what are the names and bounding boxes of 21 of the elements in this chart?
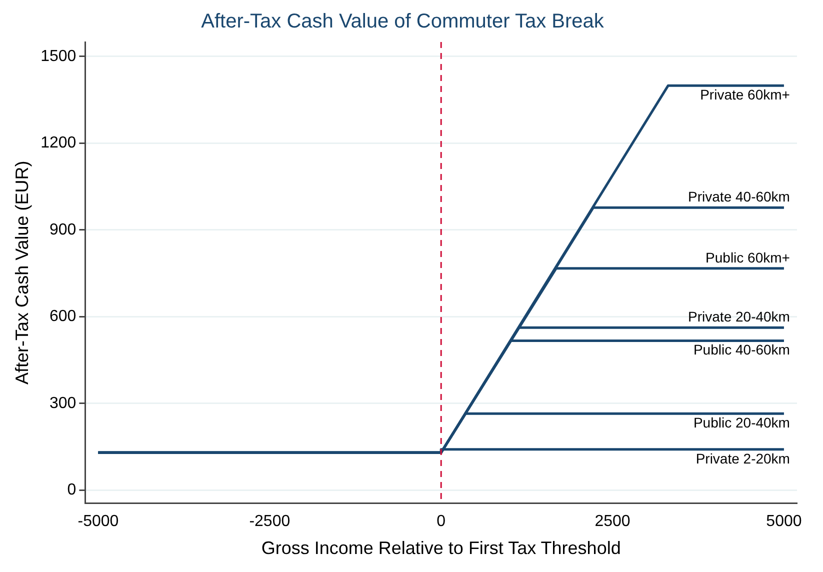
x-tick-label: 0 [436, 513, 446, 530]
series-label: Private 2-20km [696, 450, 790, 466]
x-axis-title: Gross Income Relative to First Tax Threshold [261, 538, 621, 558]
y-axis-title: After-Tax Cash Value (EUR) [12, 160, 32, 384]
series-label: Private 20-40km [688, 308, 790, 325]
x-tick-label: -2500 [249, 513, 290, 530]
chart-title: After-Tax Cash Value of Commuter Tax Break [201, 10, 605, 33]
series-label: Public 20-40km [693, 414, 790, 430]
series-label: Private 40-60km [688, 188, 790, 205]
x-tick-label: 2500 [594, 513, 630, 530]
y-tick-label: 300 [49, 394, 76, 412]
y-tick-label: 1500 [40, 48, 76, 65]
series-label: Public 60km+ [706, 249, 790, 266]
x-tick-label: 5000 [766, 513, 802, 530]
y-tick-label: 0 [67, 482, 76, 499]
x-tick-label: -5000 [78, 513, 119, 530]
y-tick-label: 900 [49, 221, 76, 238]
series-label: Private 60km+ [700, 86, 790, 103]
y-tick-label: 1200 [40, 134, 76, 152]
y-tick-label: 600 [49, 308, 76, 326]
series-label: Public 40-60km [693, 342, 790, 358]
